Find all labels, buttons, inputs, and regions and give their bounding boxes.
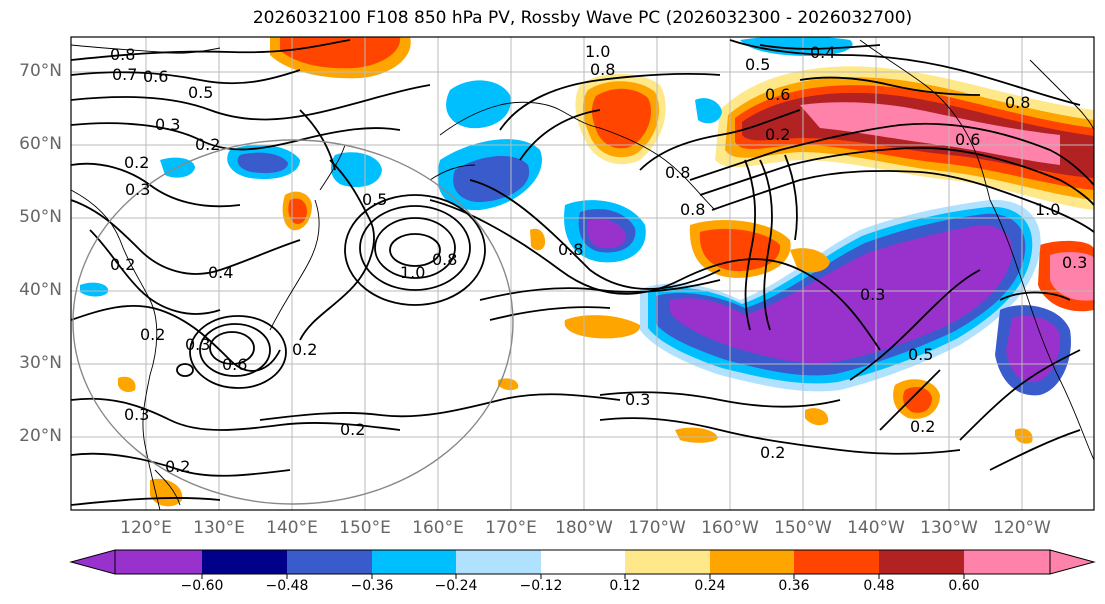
contour-label: 0.6	[222, 355, 247, 374]
lon-label: 120°W	[993, 518, 1051, 538]
contour-label: 0.5	[188, 83, 213, 102]
pv-contours	[71, 39, 1094, 506]
colorbar-swatch	[625, 550, 710, 574]
lat-label: 30°N	[19, 353, 62, 373]
contour-label: 1.0	[1035, 200, 1060, 219]
map-title: 2026032100 F108 850 hPa PV, Rossby Wave …	[252, 8, 913, 28]
colorbar-swatch	[287, 550, 372, 574]
contour-label: 0.3	[124, 405, 149, 424]
colorbar-tick-label: 0.60	[948, 578, 980, 594]
contour-label: 0.2	[140, 325, 165, 344]
colorbar-swatch	[202, 550, 287, 574]
lon-label: 140°W	[847, 518, 905, 538]
contour-label: 0.2	[760, 443, 785, 462]
lon-label: 130°E	[193, 518, 245, 538]
lon-label: 150°E	[339, 518, 391, 538]
colorbar-tick-label: 0.24	[694, 578, 726, 594]
colorbar-swatch	[372, 550, 456, 574]
reference-circle	[72, 139, 514, 505]
colorbar-max-arrow	[1049, 549, 1096, 575]
contour-label: 0.2	[195, 135, 220, 154]
contour-label: 0.8	[680, 200, 705, 219]
contour-label: 0.5	[745, 55, 770, 74]
contour-label: 0.8	[110, 45, 135, 64]
contour-label: 0.8	[590, 60, 615, 79]
map-frame	[70, 36, 1095, 511]
contour-label: 0.2	[165, 457, 190, 476]
map-plot-area: 0.8 0.7 0.6 0.5 0.3 0.2 0.2 0.3 0.2 0.4 …	[71, 37, 1094, 510]
contour-label: 0.8	[1005, 93, 1030, 112]
contour-label: 0.8	[665, 163, 690, 182]
contour-label: 0.8	[558, 240, 583, 259]
contour-label: 0.4	[208, 263, 233, 282]
coastlines	[71, 39, 1094, 510]
colorbar-swatch	[541, 550, 625, 574]
lon-label: 170°W	[628, 518, 686, 538]
colorbar-tick-label: −0.60	[180, 578, 224, 594]
colorbar-swatch	[710, 550, 794, 574]
contour-label: 0.5	[362, 190, 387, 209]
colorbar-swatch	[964, 550, 1050, 574]
lon-label: 120°E	[120, 518, 172, 538]
contour-label: 0.6	[143, 67, 168, 86]
colorbar-tick-label: −0.48	[265, 578, 309, 594]
contour-label: 0.3	[1062, 253, 1087, 272]
colorbar-swatch	[115, 550, 202, 574]
colorbar-swatch	[794, 550, 879, 574]
shading-layer	[80, 37, 1094, 507]
grid-lines	[71, 37, 1094, 510]
colorbar-min-arrow	[69, 549, 116, 575]
lon-label: 140°E	[266, 518, 318, 538]
lon-label: 160°E	[412, 518, 464, 538]
colorbar-tick-label: −0.36	[350, 578, 394, 594]
contour-label: 0.5	[908, 345, 933, 364]
contour-label: 0.8	[432, 250, 457, 269]
colorbar-tick-label: −0.24	[434, 578, 478, 594]
lat-label: 20°N	[19, 426, 62, 446]
contour-label: 0.4	[810, 43, 835, 62]
lat-label: 60°N	[19, 134, 62, 154]
contour-label: 0.6	[765, 85, 790, 104]
lon-label: 150°W	[774, 518, 832, 538]
contour-label: 0.6	[955, 130, 980, 149]
contour-label: 0.2	[765, 125, 790, 144]
contour-label: 0.3	[125, 180, 150, 199]
lon-label: 130°W	[920, 518, 978, 538]
contour-label: 0.2	[110, 255, 135, 274]
contour-label: 0.3	[185, 335, 210, 354]
contour-label: 0.2	[124, 153, 149, 172]
lat-label: 50°N	[19, 207, 62, 227]
colorbar-swatch	[879, 550, 964, 574]
contour-label: 1.0	[400, 263, 425, 282]
colorbar	[69, 549, 1096, 579]
lat-label: 40°N	[19, 280, 62, 300]
contour-label: 0.3	[860, 285, 885, 304]
lon-label: 170°E	[485, 518, 537, 538]
contour-label-layer: 0.8 0.7 0.6 0.5 0.3 0.2 0.2 0.3 0.2 0.4 …	[110, 42, 1087, 476]
colorbar-tick-label: 0.48	[863, 578, 895, 594]
contour-label: 0.2	[340, 420, 365, 439]
colorbar-tick-label: −0.12	[519, 578, 563, 594]
lon-label: 160°W	[701, 518, 759, 538]
contour-label: 0.3	[155, 115, 180, 134]
colorbar-swatch	[456, 550, 541, 574]
colorbar-tick-label: 0.12	[609, 578, 641, 594]
lat-label: 70°N	[19, 61, 62, 81]
contour-label: 1.0	[585, 42, 610, 61]
contour-label: 0.7	[112, 65, 137, 84]
contour-label: 0.2	[910, 417, 935, 436]
lon-label: 180°W	[555, 518, 613, 538]
contour-label: 0.3	[625, 390, 650, 409]
colorbar-tick-label: 0.36	[778, 578, 810, 594]
contour-label: 0.2	[292, 340, 317, 359]
